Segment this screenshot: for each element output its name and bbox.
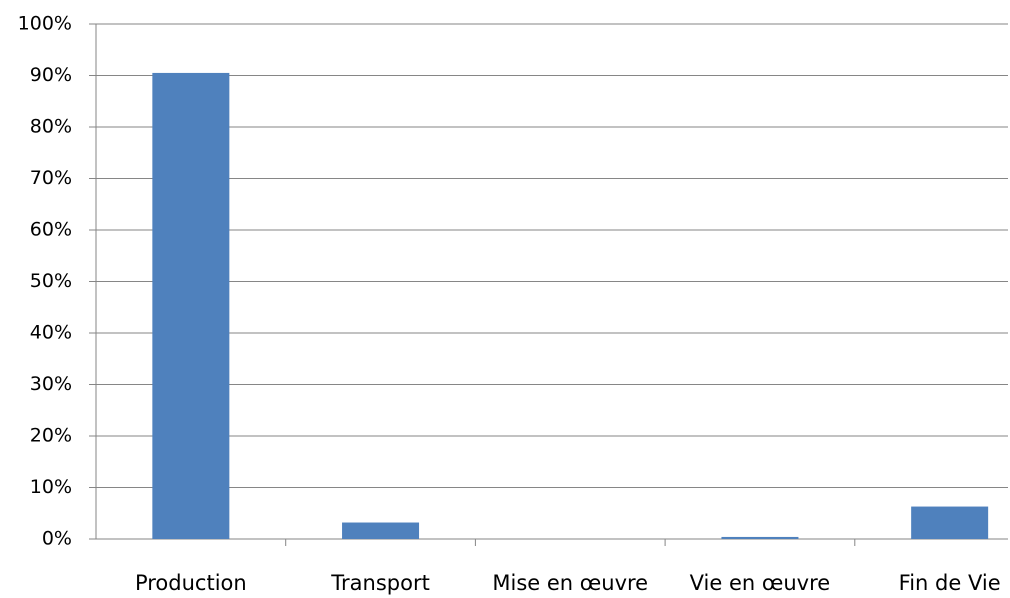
y-tick-label: 100% (18, 13, 72, 35)
bar (911, 506, 989, 539)
y-tick-label: 80% (30, 116, 72, 138)
y-tick-label: 0% (42, 528, 72, 550)
bar (152, 72, 230, 540)
y-tick-label: 30% (30, 373, 72, 395)
y-tick-label: 60% (30, 219, 72, 241)
y-tick-label: 10% (30, 476, 72, 498)
y-tick-label: 50% (30, 270, 72, 292)
x-tick-label: Fin de Vie (899, 571, 1001, 595)
y-tick-label: 70% (30, 167, 72, 189)
x-tick-label: Mise en œuvre (492, 571, 648, 595)
bar (721, 536, 799, 539)
x-tick-label: Transport (330, 571, 430, 595)
bar (342, 522, 420, 539)
y-tick-label: 40% (30, 322, 72, 344)
y-tick-label: 20% (30, 425, 72, 447)
y-tick-label: 90% (30, 64, 72, 86)
x-tick-label: Production (135, 571, 247, 595)
x-tick-label: Vie en œuvre (690, 571, 831, 595)
